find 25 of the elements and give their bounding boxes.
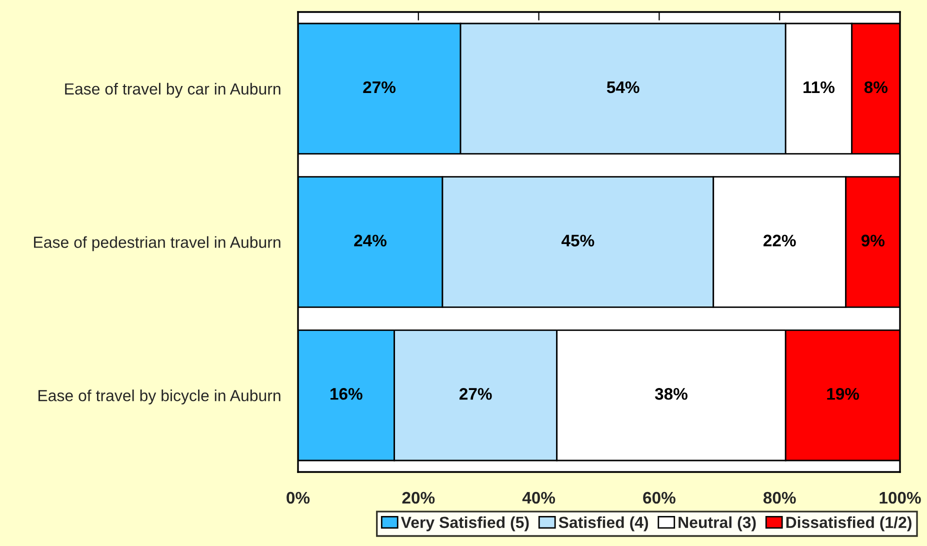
y-tick-label: Ease of travel by bicycle in Auburn bbox=[38, 390, 280, 404]
data-label: 24% bbox=[354, 234, 386, 246]
x-tick-label: 100% bbox=[880, 492, 921, 504]
data-label: 45% bbox=[562, 234, 594, 246]
y-tick-label: Ease of travel by car in Auburn bbox=[65, 82, 280, 98]
data-label: 11% bbox=[804, 81, 835, 94]
x-tick-label: 40% bbox=[522, 492, 556, 504]
data-label: 27% bbox=[459, 388, 492, 400]
data-label: 9% bbox=[861, 234, 885, 246]
legend-label: Satisfied (4) bbox=[558, 516, 648, 532]
data-label: 38% bbox=[654, 388, 688, 400]
data-label: 22% bbox=[764, 234, 796, 246]
x-tick-label: 60% bbox=[643, 492, 676, 504]
data-label: 16% bbox=[330, 388, 362, 400]
y-tick-label: Ease of pedestrian travel in Auburn bbox=[34, 236, 280, 252]
data-label: 19% bbox=[827, 388, 860, 400]
legend-label: Dissatisfied (1/2) bbox=[786, 516, 912, 532]
data-label: 27% bbox=[363, 81, 396, 94]
x-tick-label: 80% bbox=[763, 492, 796, 504]
x-tick-label: 0% bbox=[286, 492, 310, 504]
data-label: 54% bbox=[606, 81, 640, 94]
legend-label: Very Satisfied (5) bbox=[400, 516, 529, 532]
data-label: 8% bbox=[864, 81, 888, 94]
legend-label: Neutral (3) bbox=[678, 516, 756, 532]
x-tick-label: 20% bbox=[402, 492, 435, 504]
